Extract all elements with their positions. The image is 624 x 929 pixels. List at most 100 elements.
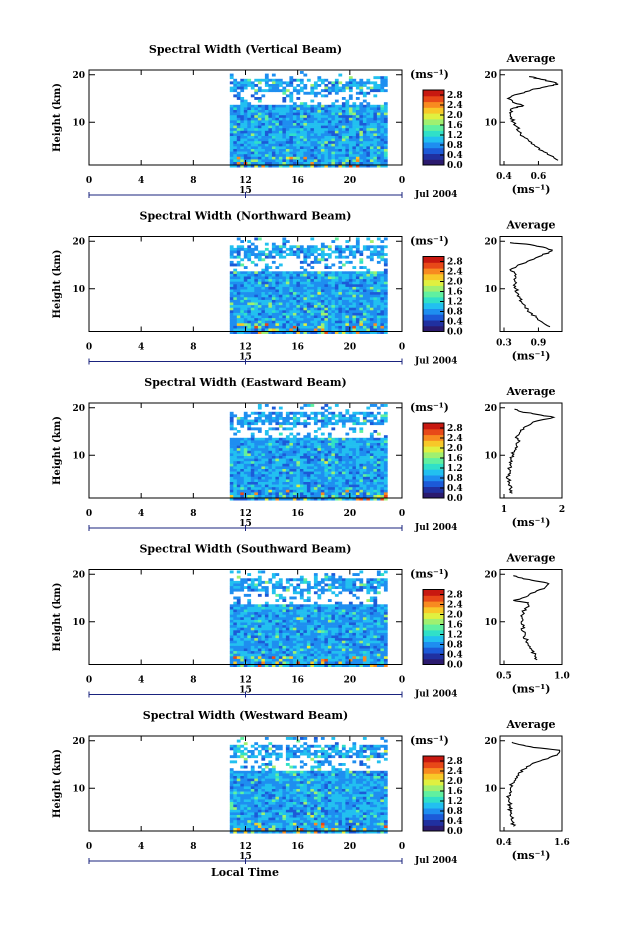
heat-cell: [341, 263, 346, 267]
heat-cell: [352, 461, 357, 465]
heat-cell: [327, 320, 332, 324]
heat-cell: [306, 609, 311, 613]
heat-cell: [303, 123, 308, 126]
heat-cell: [383, 440, 388, 444]
heat-cell: [338, 627, 343, 631]
heat-cell: [275, 609, 280, 613]
heat-cell: [345, 466, 350, 470]
heat-cell: [282, 99, 287, 103]
heat-cell: [327, 86, 332, 90]
heat-cell: [240, 487, 245, 491]
heat-cell: [313, 86, 318, 90]
heat-cell: [236, 596, 241, 600]
heat-cell: [240, 474, 245, 478]
colorbar-swatch: [423, 141, 444, 149]
y-axis-label: Height (km): [52, 416, 63, 485]
heat-cell: [352, 245, 357, 249]
heat-cell: [233, 302, 238, 306]
heat-cell: [380, 286, 385, 290]
heat-cell: [247, 247, 252, 251]
heat-cell: [338, 604, 343, 608]
heat-cell: [341, 482, 346, 485]
heat-cell: [303, 292, 308, 295]
heat-cell: [296, 292, 301, 295]
heat-cell: [292, 310, 297, 314]
heat-cell: [236, 297, 241, 301]
heat-cell: [303, 622, 308, 626]
heat-cell: [376, 237, 381, 241]
heat-cell: [261, 120, 266, 124]
heat-cell: [292, 154, 297, 158]
heat-cell: [324, 625, 329, 628]
heat-cell: [327, 107, 332, 111]
heat-cell: [289, 143, 294, 147]
heat-cell: [362, 586, 367, 589]
heat-cell: [324, 409, 329, 413]
heat-cell: [369, 461, 374, 465]
heat-cell: [317, 497, 322, 501]
heat-cell: [306, 117, 311, 121]
heat-cell: [303, 492, 308, 496]
heat-cell: [268, 482, 273, 485]
heat-cell: [278, 432, 283, 436]
heat-cell: [362, 276, 367, 280]
heat-cell: [383, 622, 388, 626]
heat-cell: [292, 125, 297, 129]
heat-cell: [324, 448, 329, 452]
heat-cell: [383, 130, 388, 134]
heat-cell: [348, 466, 353, 470]
heat-cell: [268, 578, 273, 582]
heat-cell: [352, 320, 357, 324]
heat-cell: [306, 130, 311, 134]
heat-cell: [236, 247, 241, 251]
heat-cell: [247, 471, 252, 475]
heat-cell: [268, 128, 273, 132]
heat-cell: [299, 318, 304, 321]
heat-cell: [247, 305, 252, 308]
heat-cell: [240, 318, 245, 321]
heat-cell: [250, 141, 255, 145]
heat-cell: [376, 458, 381, 462]
heat-cell: [320, 422, 325, 426]
heat-cell: [352, 586, 357, 589]
heat-cell: [310, 123, 315, 126]
heat-cell: [345, 440, 350, 444]
heat-cell: [306, 619, 311, 623]
heat-cell: [313, 443, 318, 446]
heat-cell: [233, 492, 238, 496]
heat-cell: [271, 149, 276, 152]
heat-cell: [317, 159, 322, 163]
heat-cell: [369, 138, 374, 142]
heat-cell: [338, 487, 343, 491]
colorbar-unit: (ms⁻¹): [410, 235, 449, 248]
heat-cell: [383, 310, 388, 314]
heat-cell: [275, 125, 280, 129]
heat-cell: [327, 497, 332, 501]
heat-cell: [341, 440, 346, 444]
heat-cell: [271, 495, 276, 498]
heat-cell: [229, 276, 234, 280]
heat-cell: [380, 497, 385, 501]
heat-cell: [324, 258, 329, 262]
heat-cell: [348, 583, 353, 587]
heat-cell: [254, 479, 259, 483]
heat-cell: [348, 323, 353, 327]
heat-cell: [369, 156, 374, 160]
heat-cell: [254, 307, 259, 311]
colorbar-swatch: [423, 159, 444, 166]
heat-cell: [359, 78, 364, 82]
heat-cell: [247, 630, 252, 634]
heat-cell: [257, 440, 262, 444]
heat-cell: [341, 448, 346, 452]
heat-cell: [292, 450, 297, 454]
heat-cell: [261, 580, 266, 584]
heat-cell: [383, 294, 388, 298]
heat-cell: [257, 237, 262, 241]
heat-cell: [236, 575, 241, 579]
heat-cell: [236, 237, 241, 241]
heat-cell: [341, 281, 346, 285]
heat-cell: [306, 250, 311, 254]
heat-cell: [306, 320, 311, 324]
heat-cell: [275, 476, 280, 480]
heat-cell: [296, 143, 301, 147]
